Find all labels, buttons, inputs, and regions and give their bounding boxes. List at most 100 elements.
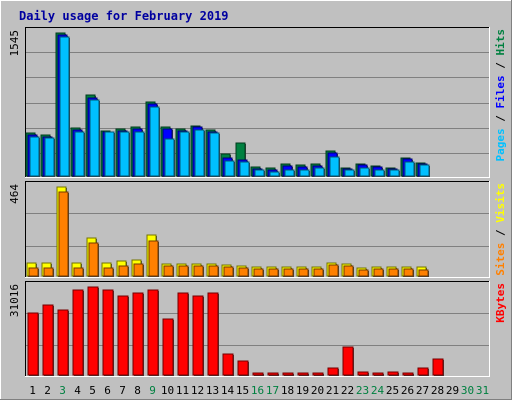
bar-sites — [238, 267, 249, 277]
bar-pages — [59, 36, 70, 177]
bar-sites — [58, 191, 69, 277]
bar-kbytes — [282, 372, 294, 376]
bar-pages — [179, 131, 190, 177]
x-tick-label: 15 — [236, 384, 249, 397]
bar-sites — [223, 266, 234, 277]
panel-kbytes: 31016 KBytes — [8, 281, 507, 377]
panel-hits-files-pages: 1545 Pages / Files / Hits — [8, 27, 507, 178]
bar-sites — [328, 264, 339, 277]
x-tick-label: 25 — [386, 384, 399, 397]
x-tick-label: 21 — [326, 384, 339, 397]
x-tick-label: 7 — [119, 384, 126, 397]
bar-sites — [148, 240, 159, 277]
bar-pages — [419, 164, 430, 177]
bar-sites — [403, 268, 414, 277]
x-tick-label: 10 — [161, 384, 174, 397]
legend: Sites / Visits — [494, 183, 507, 276]
bar-pages — [269, 171, 280, 177]
legend-entry-files: Files — [494, 75, 507, 108]
bar-pages — [374, 169, 385, 177]
bar-sites — [28, 267, 39, 277]
legend: Pages / Files / Hits — [494, 29, 507, 162]
bar-pages — [104, 131, 115, 177]
bar-kbytes — [402, 372, 414, 376]
bar-pages — [299, 169, 310, 177]
bar-sites — [133, 263, 144, 277]
bar-kbytes — [162, 318, 174, 376]
bar-kbytes — [372, 372, 384, 376]
bar-kbytes — [177, 292, 189, 376]
bar-kbytes — [132, 292, 144, 376]
bar-sites — [253, 268, 264, 277]
x-tick-label: 12 — [191, 384, 204, 397]
bar-kbytes — [297, 372, 309, 376]
x-tick-label: 20 — [311, 384, 324, 397]
x-tick-label: 29 — [446, 384, 459, 397]
bar-kbytes — [102, 289, 114, 376]
bar-pages — [254, 169, 265, 177]
x-tick-label: 27 — [416, 384, 429, 397]
x-tick-label: 2 — [44, 384, 51, 397]
legend-entry-hits: Hits — [494, 29, 507, 56]
bar-sites — [373, 268, 384, 277]
bar-sites — [118, 265, 129, 277]
bar-kbytes — [432, 358, 444, 376]
legend-entry-sites: Sites — [494, 243, 507, 276]
bar-pages — [74, 131, 85, 177]
bar-sites — [88, 242, 99, 277]
bar-sites — [268, 268, 279, 277]
bar-sites — [43, 267, 54, 277]
bar-pages — [209, 132, 220, 177]
x-tick-label: 19 — [296, 384, 309, 397]
x-tick-label: 16 — [251, 384, 264, 397]
y-max-label: 31016 — [8, 284, 21, 317]
bar-sites — [358, 269, 369, 277]
legend-separator: / — [494, 109, 507, 129]
x-tick-label: 9 — [149, 384, 156, 397]
x-tick-label: 3 — [59, 384, 66, 397]
x-tick-label: 30 — [461, 384, 474, 397]
x-tick-label: 31 — [476, 384, 489, 397]
x-tick-label: 22 — [341, 384, 354, 397]
bar-pages — [194, 129, 205, 177]
x-axis-day-labels: 1 2 3 4 5 6 7 8 9 10 11 12 13 14 15 16 17 18 19 20 21 22 23 24 2… — [29, 384, 489, 397]
bar-sites — [283, 268, 294, 277]
x-tick-label: 13 — [206, 384, 219, 397]
bar-sites — [343, 265, 354, 277]
x-tick-label: 5 — [89, 384, 96, 397]
bar-kbytes — [117, 295, 129, 376]
bar-pages — [224, 160, 235, 177]
bar-sites — [193, 265, 204, 277]
bar-pages — [389, 169, 400, 177]
bar-pages — [164, 138, 175, 177]
bar-pages — [239, 161, 250, 177]
legend: KBytes — [494, 283, 507, 323]
bar-pages — [344, 169, 355, 177]
x-tick-label: 14 — [221, 384, 235, 397]
chart-title: Daily usage for February 2019 — [19, 9, 229, 23]
y-max-label: 1545 — [8, 30, 21, 57]
panel-background — [25, 181, 490, 278]
bar-kbytes — [72, 289, 84, 376]
x-tick-label: 28 — [431, 384, 444, 397]
bar-kbytes — [357, 371, 369, 376]
bars-visits-sites — [26, 186, 429, 277]
bar-pages — [44, 137, 55, 177]
panel-visits-sites: 464 Sites / Visits — [8, 181, 507, 278]
x-tick-label: 6 — [104, 384, 111, 397]
bar-pages — [359, 167, 370, 177]
bar-kbytes — [192, 295, 204, 376]
x-tick-label: 26 — [401, 384, 414, 397]
bar-kbytes — [207, 292, 219, 376]
bar-kbytes — [57, 309, 69, 376]
bar-sites — [73, 267, 84, 277]
legend-separator: / — [494, 223, 507, 243]
bar-pages — [134, 131, 145, 177]
bar-kbytes — [312, 372, 324, 376]
legend-entry-kbytes: KBytes — [494, 283, 507, 323]
y-max-label: 464 — [8, 184, 21, 204]
bars-hits-files-pages — [25, 32, 430, 177]
x-tick-label: 4 — [74, 384, 81, 397]
bar-pages — [404, 161, 415, 177]
